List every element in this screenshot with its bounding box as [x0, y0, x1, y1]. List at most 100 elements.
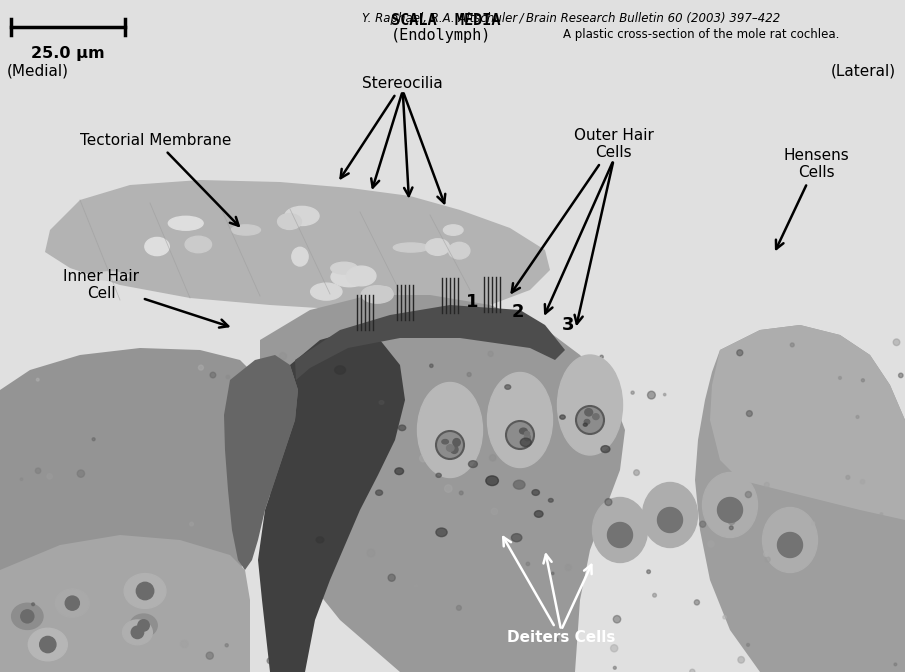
Ellipse shape — [557, 355, 623, 455]
Ellipse shape — [32, 603, 34, 605]
Ellipse shape — [488, 372, 552, 468]
Ellipse shape — [565, 564, 571, 571]
Polygon shape — [295, 305, 565, 380]
Text: Inner Hair
Cell: Inner Hair Cell — [63, 269, 228, 327]
Text: A plastic cross-section of the mole rat cochlea.: A plastic cross-section of the mole rat … — [563, 28, 839, 41]
Text: Tectorial Membrane: Tectorial Membrane — [80, 133, 239, 226]
Ellipse shape — [718, 497, 742, 523]
Ellipse shape — [145, 237, 169, 255]
Ellipse shape — [728, 517, 735, 525]
Polygon shape — [710, 325, 905, 520]
Ellipse shape — [437, 432, 463, 458]
Ellipse shape — [526, 562, 529, 566]
Ellipse shape — [534, 511, 543, 517]
Ellipse shape — [398, 425, 405, 431]
Ellipse shape — [777, 532, 803, 558]
Ellipse shape — [560, 415, 566, 419]
Ellipse shape — [92, 437, 95, 441]
Ellipse shape — [181, 640, 188, 648]
Ellipse shape — [267, 658, 273, 664]
Text: 1: 1 — [466, 294, 479, 311]
Text: Y. Raphael, R.A. Altschuler / Brain Research Bulletin 60 (2003) 397–422: Y. Raphael, R.A. Altschuler / Brain Rese… — [362, 12, 780, 25]
Ellipse shape — [430, 364, 433, 368]
Ellipse shape — [600, 355, 604, 359]
Ellipse shape — [812, 522, 814, 525]
Ellipse shape — [575, 407, 578, 410]
Ellipse shape — [577, 407, 603, 433]
Polygon shape — [260, 295, 625, 672]
Ellipse shape — [388, 574, 395, 581]
Ellipse shape — [763, 507, 817, 573]
Text: (Endolymph): (Endolymph) — [391, 28, 491, 43]
Ellipse shape — [198, 365, 204, 370]
Ellipse shape — [289, 663, 292, 666]
Ellipse shape — [584, 423, 587, 426]
Ellipse shape — [663, 393, 666, 396]
Ellipse shape — [131, 626, 144, 638]
Ellipse shape — [55, 589, 90, 618]
Ellipse shape — [436, 528, 447, 537]
Ellipse shape — [331, 267, 367, 287]
Ellipse shape — [491, 508, 498, 515]
Ellipse shape — [291, 247, 308, 266]
Ellipse shape — [611, 644, 618, 652]
Ellipse shape — [519, 428, 528, 434]
Text: Hensens
Cells: Hensens Cells — [776, 148, 849, 249]
Text: SCALA  MEDIA: SCALA MEDIA — [391, 13, 500, 28]
Ellipse shape — [36, 378, 39, 381]
Ellipse shape — [272, 575, 279, 583]
Ellipse shape — [190, 522, 194, 526]
Ellipse shape — [386, 417, 393, 425]
Ellipse shape — [394, 243, 429, 252]
Ellipse shape — [35, 468, 41, 474]
Ellipse shape — [690, 669, 695, 672]
Ellipse shape — [765, 482, 769, 487]
Ellipse shape — [643, 482, 698, 548]
Ellipse shape — [310, 283, 342, 300]
Ellipse shape — [293, 526, 300, 532]
Ellipse shape — [846, 475, 850, 479]
Polygon shape — [258, 330, 405, 672]
Ellipse shape — [452, 439, 461, 446]
Ellipse shape — [601, 446, 610, 452]
Ellipse shape — [361, 286, 394, 303]
Text: (Medial): (Medial) — [7, 64, 70, 79]
Ellipse shape — [551, 572, 554, 575]
Ellipse shape — [263, 440, 266, 443]
Ellipse shape — [40, 636, 56, 653]
Text: Deiters Cells: Deiters Cells — [503, 537, 615, 645]
Ellipse shape — [47, 474, 52, 479]
Ellipse shape — [376, 490, 383, 495]
Ellipse shape — [747, 411, 752, 417]
Ellipse shape — [894, 663, 897, 666]
Ellipse shape — [285, 206, 319, 226]
Ellipse shape — [881, 513, 882, 515]
Ellipse shape — [764, 551, 769, 556]
Ellipse shape — [379, 401, 384, 405]
Ellipse shape — [488, 351, 493, 356]
Ellipse shape — [316, 537, 324, 543]
Ellipse shape — [746, 491, 751, 498]
Ellipse shape — [856, 415, 859, 419]
Ellipse shape — [614, 667, 616, 669]
Ellipse shape — [861, 479, 865, 484]
Ellipse shape — [585, 409, 593, 416]
Ellipse shape — [21, 610, 33, 623]
Ellipse shape — [414, 584, 419, 588]
Ellipse shape — [790, 343, 795, 347]
Ellipse shape — [456, 605, 462, 610]
Ellipse shape — [226, 375, 230, 379]
Ellipse shape — [210, 372, 215, 378]
Ellipse shape — [614, 616, 621, 623]
Ellipse shape — [702, 472, 757, 538]
Ellipse shape — [520, 438, 531, 447]
Ellipse shape — [607, 523, 633, 548]
Ellipse shape — [122, 620, 152, 644]
Ellipse shape — [532, 490, 539, 495]
Ellipse shape — [469, 461, 477, 468]
Ellipse shape — [839, 376, 842, 380]
Ellipse shape — [338, 500, 346, 508]
Ellipse shape — [371, 371, 374, 374]
Ellipse shape — [893, 339, 900, 345]
Polygon shape — [45, 180, 550, 312]
